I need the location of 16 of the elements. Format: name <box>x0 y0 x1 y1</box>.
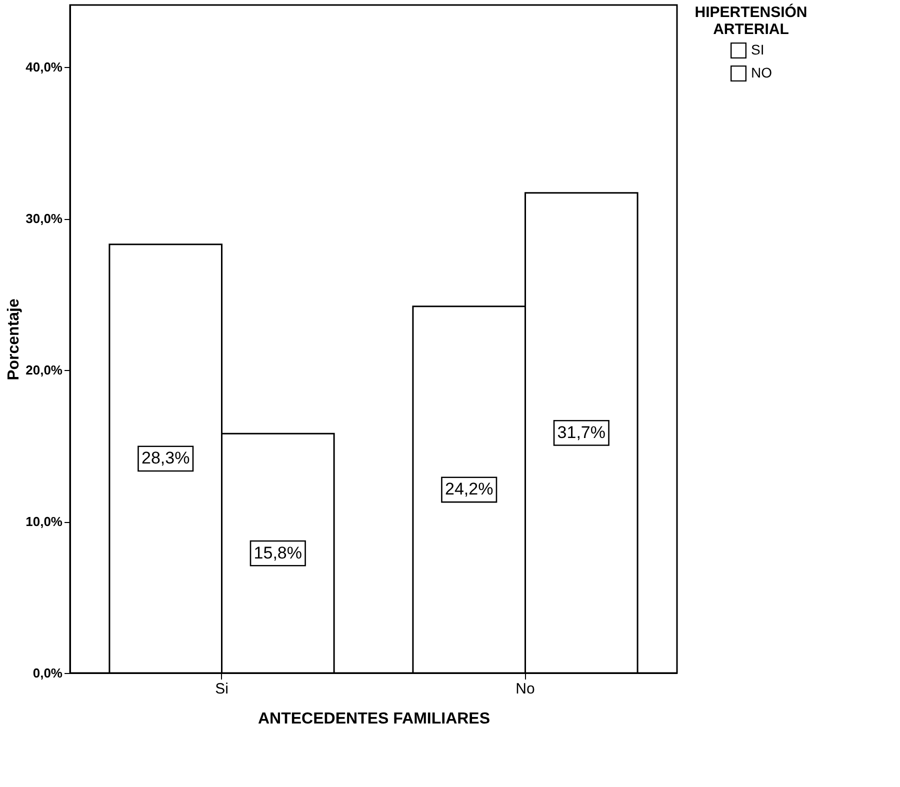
data-label: 28,3% <box>142 448 190 468</box>
legend-label: NO <box>751 64 772 80</box>
legend-title: HIPERTENSIÓN ARTERIAL <box>694 3 808 38</box>
legend-label: SI <box>751 42 764 58</box>
data-label: 31,7% <box>557 422 606 442</box>
y-tick-label: 0,0% <box>32 666 63 680</box>
x-tick-label: No <box>516 680 535 698</box>
x-axis-title: ANTECEDENTES FAMILIARES <box>258 710 490 728</box>
y-axis-title: Porcentaje <box>6 298 23 380</box>
y-tick-label: 20,0% <box>26 362 63 378</box>
data-label: 24,2% <box>445 480 494 499</box>
y-tick-label: 30,0% <box>26 211 63 226</box>
x-tick-label: Si <box>215 680 228 698</box>
y-tick-label: 40,0% <box>26 60 63 75</box>
data-label: 15,8% <box>254 543 302 562</box>
y-tick-label: 10,0% <box>26 514 63 530</box>
